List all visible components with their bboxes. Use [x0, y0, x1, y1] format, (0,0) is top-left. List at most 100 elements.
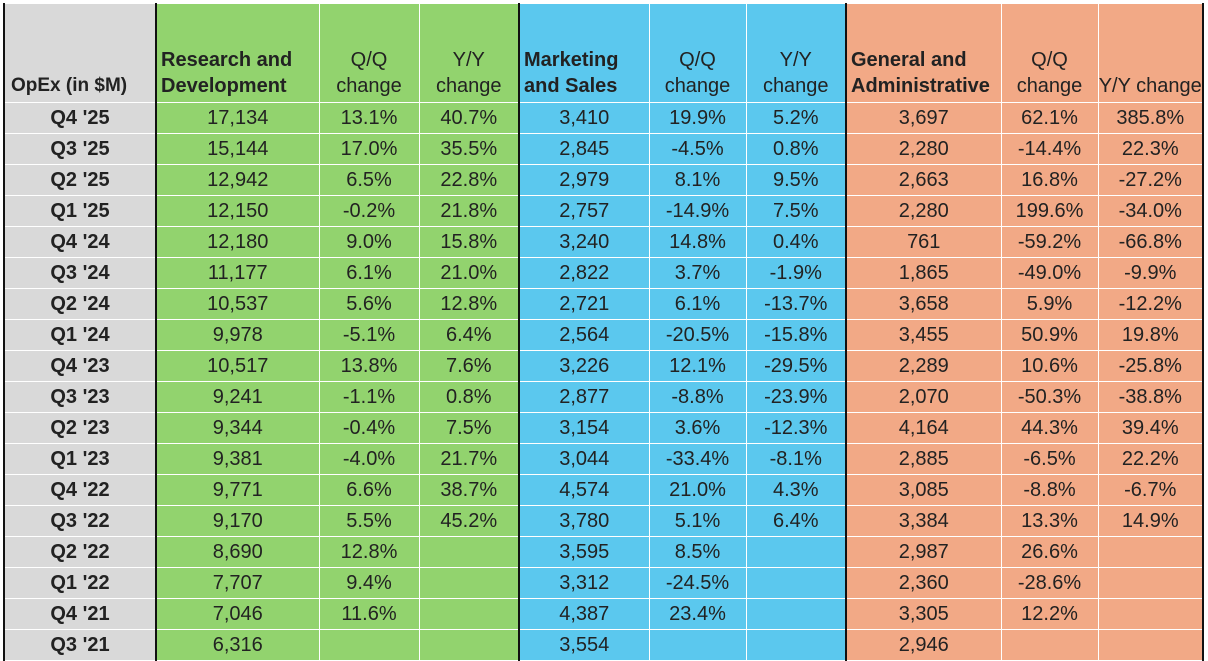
- ga-qq-value: 13.3%: [1000, 505, 1099, 537]
- table-body: OpEx (in $M) Research and Development Q/…: [3, 3, 1204, 661]
- ms-qq-value: -33.4%: [648, 443, 747, 475]
- ms-value: 3,780: [518, 505, 650, 537]
- ga-qq-value: -49.0%: [1000, 257, 1099, 289]
- rd-qq-value: 5.5%: [318, 505, 420, 537]
- ga-value: 3,455: [845, 319, 1002, 351]
- rd-qq-value: 13.1%: [318, 102, 420, 134]
- ms-yy-value: 0.4%: [745, 226, 847, 258]
- rd-value: 7,707: [155, 567, 320, 599]
- ga-value: 4,164: [845, 412, 1002, 444]
- rd-qq-value: 9.0%: [318, 226, 420, 258]
- rd-value: 6,316: [155, 629, 320, 661]
- quarter-label: Q3 '23: [3, 381, 157, 413]
- ms-qq-value: -20.5%: [648, 319, 747, 351]
- rd-value: 10,517: [155, 350, 320, 382]
- header-research-development: Research and Development: [155, 3, 320, 103]
- ga-value: 3,305: [845, 598, 1002, 630]
- ms-qq-value: 8.5%: [648, 536, 747, 568]
- rd-yy-value: 40.7%: [418, 102, 520, 134]
- quarter-label: Q2 '22: [3, 536, 157, 568]
- quarter-label: Q1 '24: [3, 319, 157, 351]
- ms-yy-value: [745, 536, 847, 568]
- ms-value: 3,154: [518, 412, 650, 444]
- ga-qq-value: 199.6%: [1000, 195, 1099, 227]
- ms-value: 2,757: [518, 195, 650, 227]
- ms-qq-value: -8.8%: [648, 381, 747, 413]
- ga-qq-value: 26.6%: [1000, 536, 1099, 568]
- ms-value: 3,044: [518, 443, 650, 475]
- ms-value: 2,979: [518, 164, 650, 196]
- ga-qq-value: -50.3%: [1000, 381, 1099, 413]
- table-row: Q4 '23 10,517 13.8% 7.6% 3,226 12.1% -29.5% 2,2…: [3, 350, 1204, 382]
- header-row: OpEx (in $M) Research and Development Q/…: [3, 3, 1204, 103]
- rd-qq-value: 12.8%: [318, 536, 420, 568]
- table-row: Q3 '22 9,170 5.5% 45.2% 3,780 5.1% 6.4% 3,384 13…: [3, 505, 1204, 537]
- table-row: Q3 '25 15,144 17.0% 35.5% 2,845 -4.5% 0.8% 2,28…: [3, 133, 1204, 165]
- ms-yy-value: -12.3%: [745, 412, 847, 444]
- ga-yy-value: 385.8%: [1097, 102, 1204, 134]
- rd-value: 11,177: [155, 257, 320, 289]
- ms-yy-value: [745, 567, 847, 599]
- table-row: Q4 '25 17,134 13.1% 40.7% 3,410 19.9% 5.2% 3,69…: [3, 102, 1204, 134]
- ms-value: 2,845: [518, 133, 650, 165]
- rd-value: 9,771: [155, 474, 320, 506]
- header-ga-qq-change: Q/Q change: [1000, 3, 1099, 103]
- ms-qq-value: 19.9%: [648, 102, 747, 134]
- ga-qq-value: 62.1%: [1000, 102, 1099, 134]
- header-ga-yy-change: Y/Y change: [1097, 3, 1204, 103]
- rd-yy-value: 35.5%: [418, 133, 520, 165]
- quarter-label: Q1 '23: [3, 443, 157, 475]
- ga-yy-value: 14.9%: [1097, 505, 1204, 537]
- rd-value: 10,537: [155, 288, 320, 320]
- rd-yy-value: 6.4%: [418, 319, 520, 351]
- ms-yy-value: 7.5%: [745, 195, 847, 227]
- ms-value: 3,595: [518, 536, 650, 568]
- rd-yy-value: 22.8%: [418, 164, 520, 196]
- ga-yy-value: -9.9%: [1097, 257, 1204, 289]
- ga-qq-value: [1000, 629, 1099, 661]
- ms-value: 4,574: [518, 474, 650, 506]
- ms-yy-value: 6.4%: [745, 505, 847, 537]
- ga-yy-value: [1097, 598, 1204, 630]
- ga-value: 2,946: [845, 629, 1002, 661]
- header-opex-label: OpEx (in $M): [3, 3, 157, 103]
- ms-qq-value: 3.7%: [648, 257, 747, 289]
- rd-value: 17,134: [155, 102, 320, 134]
- ga-value: 3,697: [845, 102, 1002, 134]
- ms-qq-value: 5.1%: [648, 505, 747, 537]
- table-row: Q3 '23 9,241 -1.1% 0.8% 2,877 -8.8% -23.9% 2,07…: [3, 381, 1204, 413]
- rd-yy-value: 0.8%: [418, 381, 520, 413]
- rd-qq-value: [318, 629, 420, 661]
- ms-yy-value: 0.8%: [745, 133, 847, 165]
- rd-qq-value: 6.1%: [318, 257, 420, 289]
- ms-yy-value: [745, 629, 847, 661]
- rd-yy-value: 12.8%: [418, 288, 520, 320]
- ga-qq-value: 5.9%: [1000, 288, 1099, 320]
- rd-value: 12,942: [155, 164, 320, 196]
- table-row: Q2 '25 12,942 6.5% 22.8% 2,979 8.1% 9.5% 2,663 1…: [3, 164, 1204, 196]
- rd-qq-value: -0.4%: [318, 412, 420, 444]
- header-rd-qq-change: Q/Q change: [318, 3, 420, 103]
- ms-qq-value: [648, 629, 747, 661]
- quarter-label: Q3 '22: [3, 505, 157, 537]
- quarter-label: Q4 '25: [3, 102, 157, 134]
- ms-value: 3,312: [518, 567, 650, 599]
- ms-qq-value: 12.1%: [648, 350, 747, 382]
- ga-yy-value: -34.0%: [1097, 195, 1204, 227]
- ga-value: 761: [845, 226, 1002, 258]
- rd-yy-value: [418, 567, 520, 599]
- ga-qq-value: 10.6%: [1000, 350, 1099, 382]
- rd-yy-value: [418, 536, 520, 568]
- quarter-label: Q3 '21: [3, 629, 157, 661]
- ms-qq-value: 8.1%: [648, 164, 747, 196]
- ms-value: 2,721: [518, 288, 650, 320]
- rd-yy-value: 15.8%: [418, 226, 520, 258]
- rd-yy-value: 21.8%: [418, 195, 520, 227]
- table-row: Q2 '23 9,344 -0.4% 7.5% 3,154 3.6% -12.3% 4,164…: [3, 412, 1204, 444]
- ms-value: 3,410: [518, 102, 650, 134]
- ga-value: 3,658: [845, 288, 1002, 320]
- table-row: Q4 '21 7,046 11.6% 4,387 23.4% 3,305 12.2%: [3, 598, 1204, 630]
- ga-yy-value: 22.2%: [1097, 443, 1204, 475]
- ms-yy-value: -23.9%: [745, 381, 847, 413]
- ms-yy-value: [745, 598, 847, 630]
